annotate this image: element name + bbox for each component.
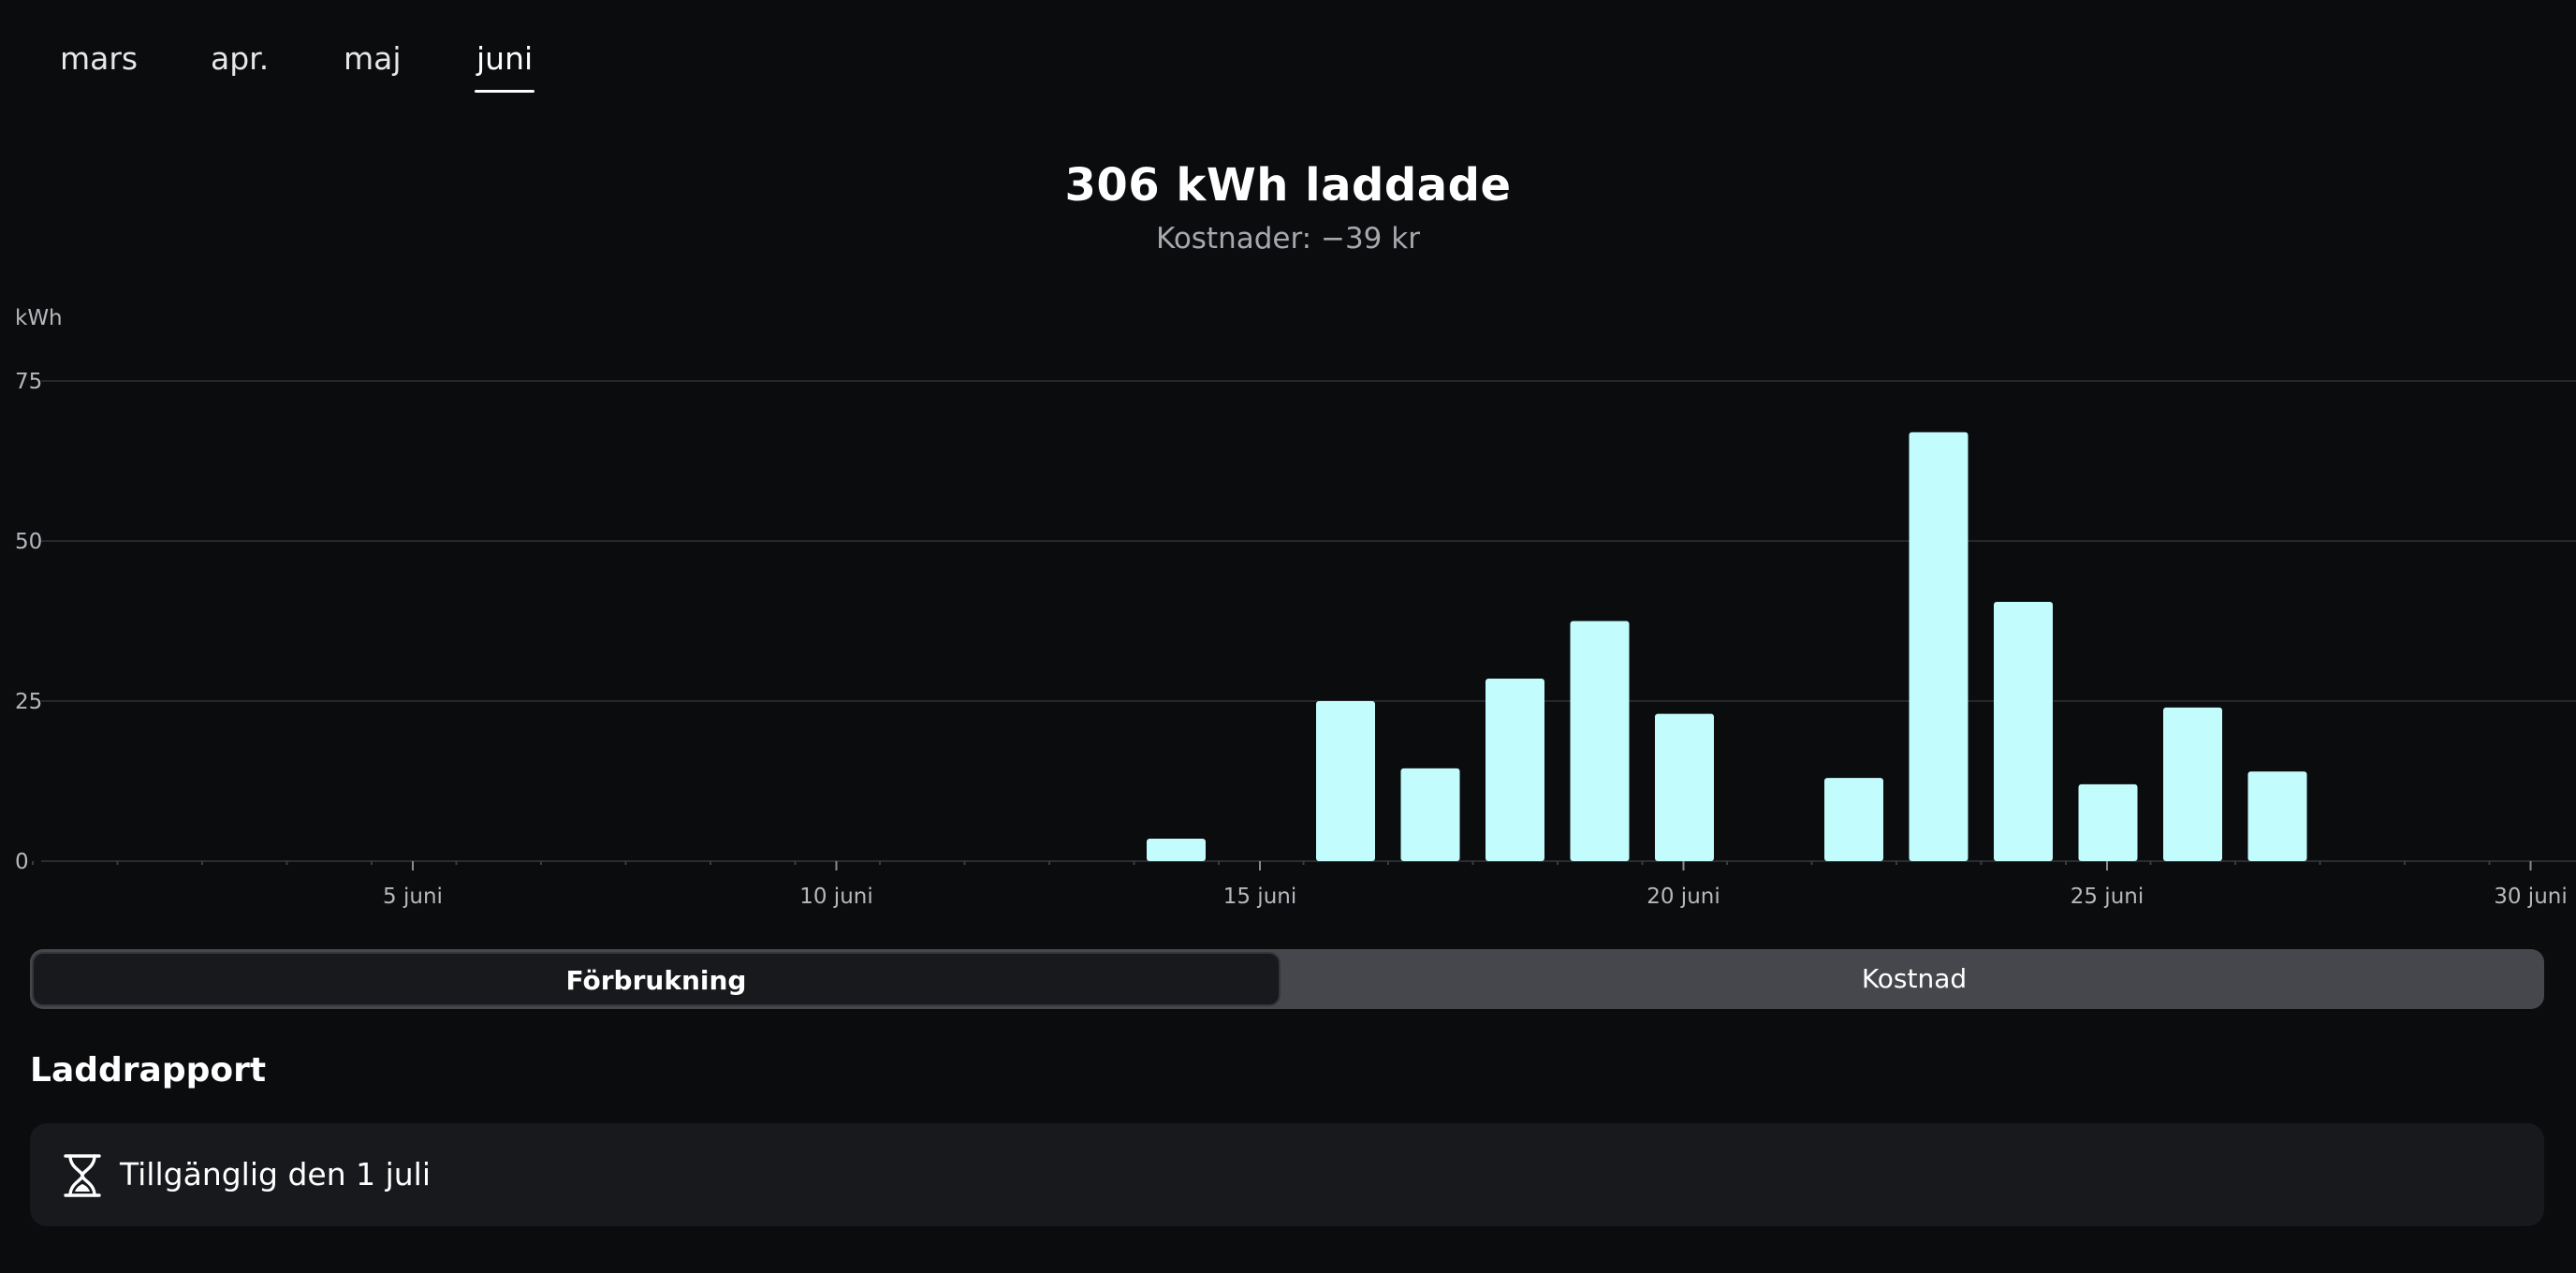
tab-maj[interactable]: maj <box>344 40 402 77</box>
bar-day-25 <box>2078 783 2138 861</box>
daily-consumption-chart: kWh 0 25 50 75 5 juni 10 juni 15 juni 20 juni 25 … <box>15 306 2576 909</box>
cost-toggle-button[interactable]: Kostnad <box>1861 963 1968 994</box>
bar-day-22 <box>1824 778 1883 861</box>
bar-day-16 <box>1316 701 1375 861</box>
bar-day-19 <box>1570 621 1630 861</box>
y-tick-label-25: 25 <box>15 690 42 714</box>
view-toggle: Förbrukning Kostnad <box>30 949 2544 1009</box>
bar-day-27 <box>2247 771 2307 861</box>
consumption-toggle-button[interactable]: Förbrukning <box>32 952 1281 1006</box>
bar-day-14 <box>1147 839 1206 861</box>
x-tick-label-30: 30 juni <box>2494 885 2568 909</box>
y-axis-label: kWh <box>15 306 63 330</box>
tab-mars[interactable]: mars <box>60 40 139 77</box>
y-tick-label-50: 50 <box>15 530 42 554</box>
bar-day-18 <box>1486 679 1544 861</box>
x-tick-label-10: 10 juni <box>799 885 873 909</box>
x-tick-label-5: 5 juni <box>383 885 443 909</box>
y-tick-label-75: 75 <box>15 370 42 394</box>
x-tick-label-15: 15 juni <box>1223 885 1297 909</box>
tab-juni[interactable]: juni <box>474 36 535 93</box>
bar-day-20 <box>1655 713 1714 861</box>
report-card: Tillgänglig den 1 juli <box>30 1123 2544 1226</box>
tab-april[interactable]: apr. <box>211 40 270 77</box>
bar-day-17 <box>1400 768 1460 861</box>
cost-subtitle: Kostnader: −39 kr <box>1156 222 1420 256</box>
bar-day-23 <box>1909 432 1969 861</box>
total-energy-title: 306 kWh laddade <box>1064 159 1512 212</box>
report-section-title: Laddrapport <box>30 1051 267 1090</box>
report-availability-text: Tillgänglig den 1 juli <box>120 1156 432 1193</box>
bar-day-26 <box>2163 707 2222 861</box>
x-tick-label-25: 25 juni <box>2071 885 2144 909</box>
bar-day-24 <box>1994 601 2053 861</box>
y-tick-label-0: 0 <box>15 850 29 874</box>
charge-summary: 306 kWh laddade Kostnader: −39 kr <box>0 152 2576 260</box>
hourglass-icon <box>64 1154 101 1197</box>
x-tick-label-20: 20 juni <box>1647 885 1720 909</box>
